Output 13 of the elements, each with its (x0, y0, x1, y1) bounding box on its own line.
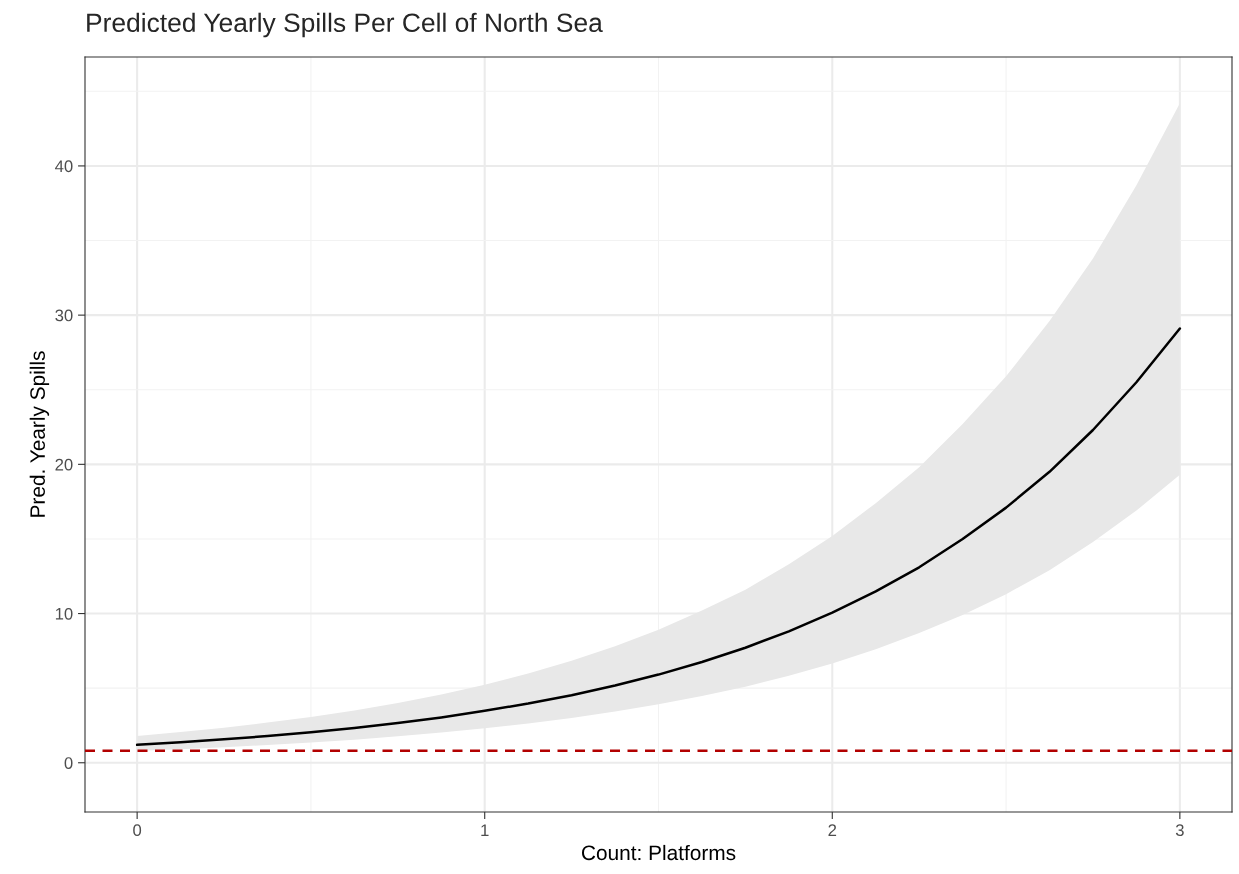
x-tick-label: 1 (481, 824, 489, 836)
y-axis-title: Pred. Yearly Spills (29, 351, 50, 517)
y-tick-label: 20 (55, 458, 73, 471)
chart-title: Predicted Yearly Spills Per Cell of North Sea (87, 12, 603, 38)
x-tick-label: 0 (133, 824, 142, 837)
line-series (135, 327, 1182, 747)
x-tick-label: 2 (828, 824, 837, 836)
y-tick-label: 10 (55, 607, 73, 620)
y-tick-label: 0 (64, 757, 73, 769)
y-tick-label: 40 (55, 160, 73, 173)
x-axis-title: Count: Platforms (581, 844, 736, 861)
y-tick-label: 30 (55, 309, 73, 322)
x-tick-label: 3 (1175, 824, 1184, 837)
